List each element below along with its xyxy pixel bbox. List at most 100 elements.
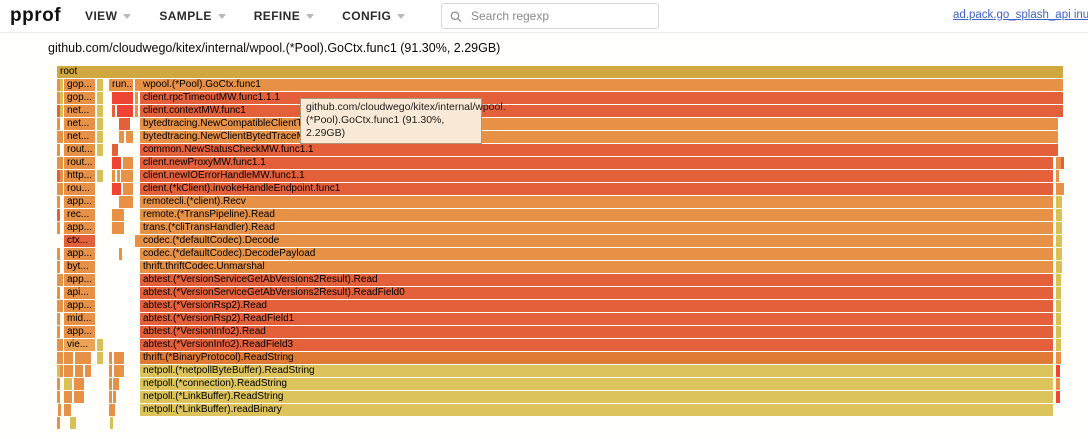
flame-cell[interactable] [57,170,60,182]
flame-cell[interactable] [109,365,112,377]
flame-cell[interactable]: mid... [64,313,95,325]
flame-cell[interactable] [60,183,63,195]
flame-cell[interactable]: thrift.(*BinaryProtocol).ReadString [140,352,1053,364]
flame-cell[interactable] [1056,157,1059,169]
flame-cell[interactable]: client.(*kClient).invokeHandleEndpoint.f… [140,183,1053,195]
flame-cell[interactable] [73,417,76,429]
flame-cell[interactable]: client.rpcTimeoutMW.func1.1.1 [140,92,1063,104]
flame-cell[interactable] [75,365,83,377]
flame-cell[interactable]: app... [64,248,95,260]
flame-cell[interactable] [57,209,60,221]
flame-cell[interactable]: client.newProxyMW.func1.1 [140,157,1053,169]
flame-cell[interactable] [119,248,122,260]
flame-cell[interactable]: abtest.(*VersionServiceGetAbVersions2Res… [140,287,1053,299]
flame-cell[interactable] [57,131,60,143]
menu-config[interactable]: CONFIG [342,9,406,23]
flame-cell[interactable] [117,170,120,182]
flame-cell[interactable]: abtest.(*VersionRsp2).Read [140,300,1053,312]
flame-cell[interactable] [57,118,60,130]
flame-cell[interactable] [60,92,63,104]
flame-cell[interactable] [109,378,112,390]
flame-cell[interactable] [57,378,60,390]
flame-cell[interactable] [57,261,60,273]
flame-cell[interactable] [135,235,138,247]
flame-cell[interactable] [60,170,63,182]
flame-cell[interactable] [117,105,133,117]
flame-cell[interactable] [1056,365,1060,377]
flame-cell[interactable]: netpoll.(*netpollByteBuffer).ReadString [140,365,1053,377]
flame-cell[interactable] [1056,235,1062,247]
flame-cell[interactable] [135,92,138,104]
flame-cell[interactable] [57,79,60,91]
flame-cell[interactable]: api... [64,287,95,299]
flame-cell[interactable] [109,404,112,416]
flame-cell[interactable] [138,79,141,91]
flame-cell[interactable] [1059,157,1062,169]
flame-cell[interactable]: net... [64,131,95,143]
flame-cell[interactable] [1056,209,1062,221]
flame-cell[interactable] [112,222,124,234]
flame-cell[interactable] [85,365,91,377]
flame-cell[interactable] [97,92,103,104]
search-input[interactable] [468,8,651,24]
flame-cell[interactable]: ctx... [64,235,95,247]
flame-cell[interactable]: abtest.(*VersionInfo2).ReadField3 [140,339,1053,351]
flame-cell[interactable] [57,326,60,338]
flame-cell[interactable] [97,144,103,156]
flame-cell[interactable]: codec.(*defaultCodec).Decode [140,235,1053,247]
flame-cell[interactable] [60,300,63,312]
flame-cell[interactable]: netpoll.(*LinkBuffer).readBinary [140,404,1053,416]
flame-cell[interactable] [135,105,138,117]
flame-cell[interactable]: wpool.(*Pool).GoCtx.func1 [140,79,1063,91]
flame-cell[interactable] [1056,170,1059,182]
flame-cell[interactable] [60,274,63,286]
flame-cell[interactable] [119,118,130,130]
flame-cell[interactable] [1061,157,1064,169]
flame-cell[interactable]: bytedtracing.NewCompatibleClientT [140,118,1058,130]
flame-cell[interactable] [112,183,121,195]
flame-cell[interactable]: thrift.thriftCodec.Unmarshal [140,261,1053,273]
flame-cell[interactable]: app... [64,300,95,312]
flame-cell[interactable]: client.contextMW.func1 [140,105,1063,117]
flame-cell[interactable]: remote.(*TransPipeline).Read [140,209,1053,221]
flame-cell[interactable] [60,157,63,169]
menu-refine[interactable]: REFINE [254,9,315,23]
flame-cell[interactable] [64,391,72,403]
flame-cell[interactable] [57,391,60,403]
flame-cell[interactable] [113,378,119,390]
flame-cell[interactable] [112,105,115,117]
flame-cell[interactable]: root [57,66,1063,78]
flame-cell[interactable] [57,183,60,195]
menu-sample[interactable]: SAMPLE [159,9,226,23]
flame-cell[interactable] [1056,326,1061,338]
flame-cell[interactable] [126,131,133,143]
flame-cell[interactable] [113,391,116,403]
flame-cell[interactable] [57,144,60,156]
flame-cell[interactable] [57,222,60,234]
flame-cell[interactable] [97,105,103,117]
flame-cell[interactable] [60,131,63,143]
flame-cell[interactable] [64,378,72,390]
flame-cell[interactable] [114,365,124,377]
flame-cell[interactable] [97,79,103,91]
menu-view[interactable]: VIEW [85,9,132,23]
flame-cell[interactable] [1056,352,1061,364]
flame-cell[interactable] [112,144,118,156]
flame-cell[interactable] [57,248,60,260]
flame-cell[interactable] [119,131,124,143]
flame-cell[interactable] [1056,391,1060,403]
flame-cell[interactable]: client.newIOErrorHandleMW.func1.1 [140,170,1053,182]
flame-cell[interactable] [57,352,60,364]
flame-cell[interactable] [57,339,60,351]
flame-cell[interactable]: gop... [64,92,95,104]
search-box[interactable] [441,3,660,29]
flame-cell[interactable] [112,209,124,221]
flame-cell[interactable]: net... [64,118,95,130]
flame-cell[interactable] [119,196,133,208]
flame-cell[interactable] [112,404,115,416]
flame-cell[interactable]: codec.(*defaultCodec).DecodePayload [140,248,1053,260]
flame-cell[interactable]: abtest.(*VersionInfo2).Read [140,326,1053,338]
flame-cell[interactable] [97,131,103,143]
flame-cell[interactable] [112,157,121,169]
flame-cell[interactable]: byt... [64,261,95,273]
